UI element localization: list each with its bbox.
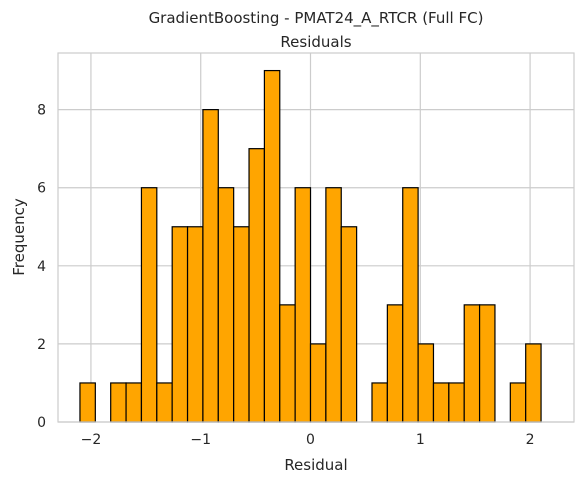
y-axis-label: Frequency [10, 198, 28, 276]
y-tick-label: 8 [37, 103, 46, 119]
histogram-bar [448, 382, 465, 423]
histogram-bar [478, 304, 496, 423]
histogram-bar [371, 382, 388, 423]
y-tick-label: 6 [37, 181, 46, 197]
x-tick-label: 0 [306, 432, 315, 448]
histogram-bar [525, 343, 542, 423]
histogram-bar [202, 109, 219, 423]
x-tick-label: −2 [81, 432, 102, 448]
plot-frame [57, 52, 575, 423]
y-tick-label: 4 [37, 259, 46, 275]
histogram-bar [156, 382, 173, 423]
histogram-bar [125, 382, 143, 423]
x-tick-label: 2 [526, 432, 535, 448]
histogram-bar [279, 304, 296, 423]
bars [79, 69, 542, 423]
histogram-bar [263, 69, 281, 423]
histogram-bar [171, 226, 189, 423]
chart-subtitle: Residuals [280, 33, 351, 51]
x-tick-label: 1 [416, 432, 425, 448]
histogram-bar [325, 187, 342, 423]
histogram-bar [309, 343, 327, 423]
histogram-bar [79, 382, 96, 423]
histogram-bar [248, 148, 265, 423]
chart-title: GradientBoosting - PMAT24_A_RTCR (Full F… [149, 9, 484, 28]
histogram-bar [463, 304, 481, 423]
histogram-bar [217, 187, 235, 423]
histogram-bar [140, 187, 158, 423]
histogram-bar [186, 226, 204, 423]
histogram-bar [386, 304, 404, 423]
x-axis-ticks: −2 −1 0 1 2 [81, 432, 535, 448]
x-tick-label: −1 [190, 432, 211, 448]
histogram-bar [417, 343, 435, 423]
y-tick-label: 0 [37, 415, 46, 431]
histogram-bar [294, 187, 312, 423]
x-axis-label: Residual [284, 456, 347, 474]
histogram-bar [509, 382, 527, 423]
histogram-bar [402, 187, 419, 423]
histogram-bar [432, 382, 450, 423]
y-axis-ticks: 0 2 4 6 8 [37, 103, 46, 431]
y-tick-label: 2 [37, 337, 46, 353]
histogram-bar [340, 226, 358, 423]
histogram-bar [110, 382, 127, 423]
histogram-bar [233, 226, 250, 423]
